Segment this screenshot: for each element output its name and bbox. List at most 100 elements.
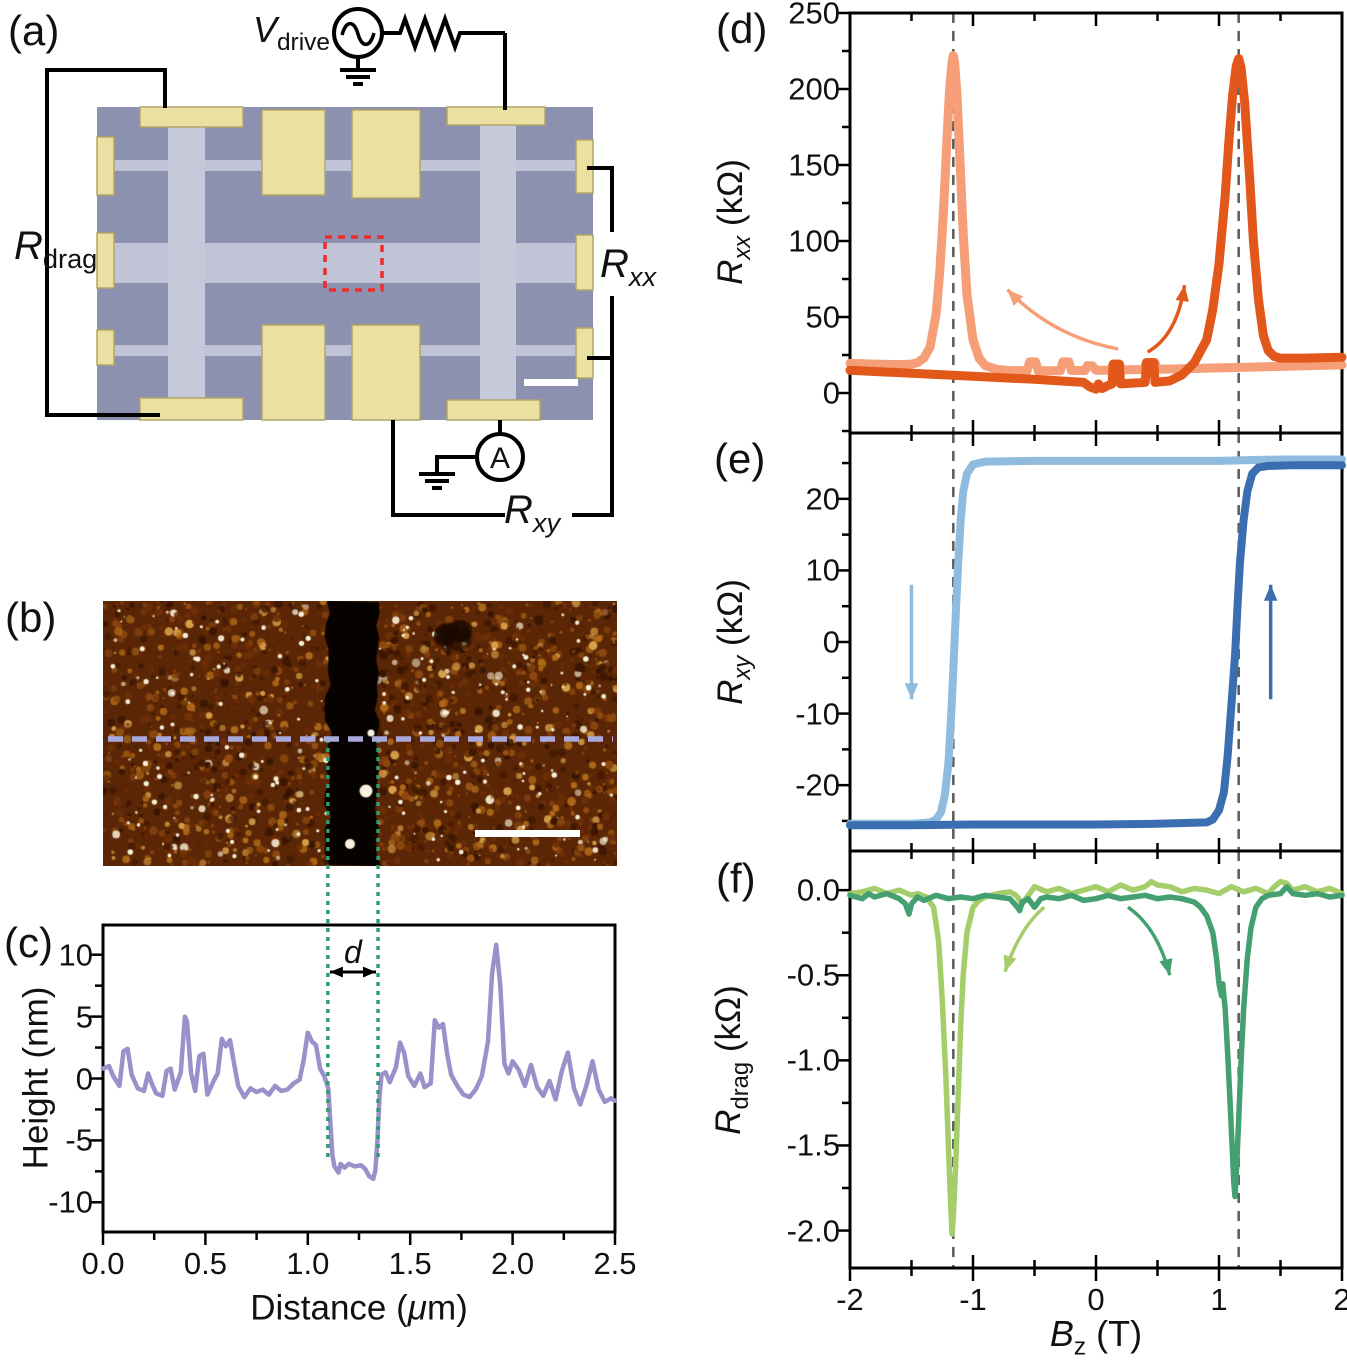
y-tick-label: -1.5 — [786, 1127, 840, 1163]
rdrag-subscript: drag — [42, 243, 98, 274]
metal-contact — [446, 399, 541, 421]
rdrag-wire — [45, 68, 167, 417]
panel-f-label: (f) — [716, 855, 756, 902]
y-tick-label: 150 — [788, 147, 840, 183]
sweep-direction-arrowhead — [362, 966, 376, 978]
y-tick-label: 0 — [75, 1061, 93, 1096]
e-ytitle-unit: (kΩ) — [711, 579, 751, 656]
y-tick-label: 200 — [788, 71, 840, 107]
x-tick-label: 2.5 — [593, 1246, 637, 1281]
sweep-direction-arrowhead — [1003, 954, 1017, 972]
scale-bar-a — [524, 379, 578, 386]
panel-e-label: (e) — [714, 435, 766, 482]
panel-c-label: (c) — [4, 919, 53, 966]
c-xaxis-post: m) — [426, 1288, 468, 1328]
metal-contact — [575, 327, 594, 379]
graphene-bar-horizontal — [97, 160, 593, 171]
y-tick-label: 100 — [788, 223, 840, 259]
metal-contact — [446, 106, 546, 126]
graphene-bar-horizontal — [97, 345, 593, 356]
up-sweep-curve — [845, 54, 1347, 394]
y-tick-label: 10 — [58, 937, 93, 973]
afm-image — [103, 601, 617, 866]
rxx-subscript: xx — [628, 261, 657, 292]
sweep-direction-arrowhead — [1007, 289, 1024, 306]
e-ytitle-symbol: R — [711, 679, 751, 705]
metal-contact — [139, 397, 244, 421]
y-tick-label: 10 — [805, 552, 840, 588]
axes-frame — [848, 849, 1344, 1270]
x-tick-label: 0.5 — [183, 1246, 227, 1281]
x-tick-label: 0.0 — [81, 1246, 125, 1281]
junction-highlight-box — [323, 235, 384, 292]
metal-contact — [261, 324, 326, 421]
ground-icon — [340, 57, 376, 86]
resistor-icon — [382, 13, 505, 53]
metal-contact — [351, 109, 421, 199]
c-xaxis-title: Distance (μm) — [250, 1291, 468, 1326]
sweep-direction-arrowhead — [1159, 958, 1173, 976]
sine-icon — [340, 21, 376, 47]
x-tick-label: 1 — [1210, 1282, 1228, 1317]
sweep-direction-arrowhead — [904, 683, 919, 700]
x-tick-label: -2 — [836, 1282, 864, 1317]
c-yaxis-title: Height (nm) — [16, 986, 56, 1170]
y-tick-label: -2.0 — [786, 1213, 840, 1249]
metal-contact — [575, 234, 594, 291]
d-ytitle-sub: xx — [729, 235, 757, 260]
f-ytitle-unit: (kΩ) — [709, 985, 749, 1062]
rdrag-symbol: R — [14, 224, 43, 268]
d-yaxis-title: Rxx (kΩ) — [711, 159, 757, 285]
d-width-annotation: d — [344, 934, 362, 970]
sweep-direction-arrowhead — [1263, 584, 1278, 601]
panel-d-label: (d) — [716, 5, 768, 52]
y-tick-label: 0.0 — [796, 872, 840, 908]
x-tick-label: -1 — [959, 1282, 987, 1317]
f-ytitle-sub: drag — [727, 1061, 755, 1110]
vdrive-symbol: V — [252, 9, 277, 50]
height-profile-curve — [100, 942, 618, 1182]
graphene-bar-horizontal — [97, 243, 593, 283]
rxy-symbol: R — [504, 488, 533, 532]
metal-contact — [351, 324, 421, 421]
y-tick-label: 0 — [822, 624, 840, 660]
mu-symbol: μ — [407, 1288, 427, 1328]
x-tick-label: 1.5 — [388, 1246, 432, 1281]
y-tick-label: -20 — [795, 767, 840, 803]
down-sweep-curve — [847, 878, 1345, 1237]
scale-bar-b — [475, 830, 580, 837]
d-ytitle-unit: (kΩ) — [711, 159, 751, 236]
y-tick-label: 5 — [75, 999, 93, 1035]
vdrive-subscript: drive — [276, 29, 330, 57]
x-tick-label: 0 — [1087, 1282, 1105, 1317]
sweep-direction-arrow — [1006, 288, 1119, 351]
y-tick-label: 0 — [822, 375, 840, 411]
metal-contact — [139, 106, 244, 128]
y-tick-label: -0.5 — [786, 957, 840, 993]
rxy-label: Rxy — [504, 490, 560, 536]
y-tick-label: -1.0 — [786, 1042, 840, 1078]
panel-b-label: (b) — [5, 594, 57, 641]
y-tick-label: 20 — [805, 481, 840, 517]
up-sweep-curve — [847, 883, 1345, 1200]
f-xaxis-title: Bz (T) — [1050, 1316, 1142, 1360]
metal-contact — [96, 329, 115, 366]
e-ytitle-sub: xy — [729, 655, 757, 680]
panel-a-label: (a) — [8, 7, 60, 54]
down-sweep-curve — [846, 455, 1346, 828]
c-xaxis-pre: Distance ( — [250, 1288, 408, 1328]
f-yaxis-title: Rdrag (kΩ) — [709, 985, 755, 1135]
rxx-label: Rxx — [600, 244, 656, 290]
rxx-symbol: R — [600, 242, 629, 286]
rxx-rxy-wire — [391, 166, 614, 517]
bz-unit: (T) — [1086, 1313, 1143, 1355]
y-tick-label: -5 — [65, 1122, 93, 1158]
vdrive-label: Vdrive — [253, 12, 330, 56]
sweep-direction-arrowhead — [1175, 285, 1189, 302]
axes-frame — [848, 431, 1344, 853]
d-ytitle-symbol: R — [711, 259, 751, 285]
y-tick-label: 250 — [788, 0, 840, 31]
metal-contact — [261, 109, 326, 196]
